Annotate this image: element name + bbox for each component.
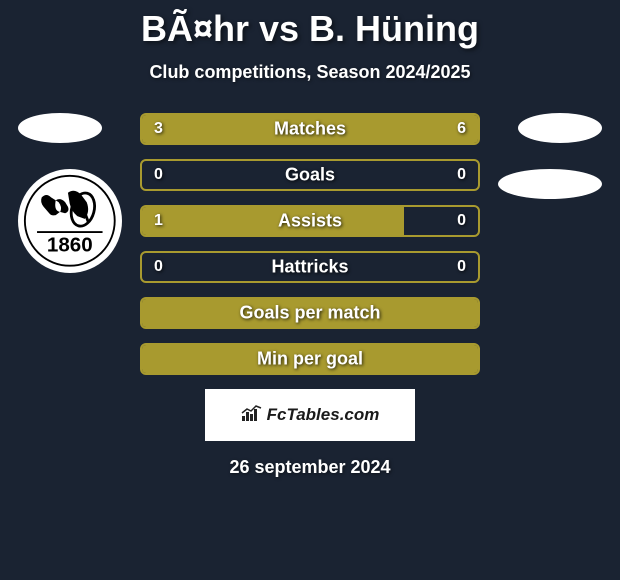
stats-bars: 36Matches 00Goals 10Assists 00Hattricks Goal… [140, 113, 480, 375]
stat-row-goals-per-match: Goals per match [140, 297, 480, 329]
content-area: 1860 36Matches 00Goals 10Assists 00Hattrick… [0, 113, 620, 375]
bar-label: Matches [142, 119, 478, 140]
club-badge-right [498, 169, 602, 199]
stat-row-matches: 36Matches [140, 113, 480, 145]
page-subtitle: Club competitions, Season 2024/2025 [0, 62, 620, 83]
bar-label: Goals [142, 165, 478, 186]
stat-row-hattricks: 00Hattricks [140, 251, 480, 283]
stat-row-goals: 00Goals [140, 159, 480, 191]
player-left-avatar [18, 113, 102, 143]
bar-label: Assists [142, 211, 478, 232]
watermark-icon [241, 404, 263, 427]
bar-label: Goals per match [142, 303, 478, 324]
date-text: 26 september 2024 [0, 457, 620, 478]
page-title: BÃ¤hr vs B. Hüning [0, 0, 620, 50]
bar-label: Hattricks [142, 257, 478, 278]
watermark-text: FcTables.com [267, 405, 380, 425]
club-badge-left: 1860 [18, 169, 122, 273]
badge-year-text: 1860 [47, 234, 93, 257]
bar-label: Min per goal [142, 349, 478, 370]
stat-row-assists: 10Assists [140, 205, 480, 237]
stat-row-min-per-goal: Min per goal [140, 343, 480, 375]
watermark: FcTables.com [205, 389, 415, 441]
player-right-avatar [518, 113, 602, 143]
